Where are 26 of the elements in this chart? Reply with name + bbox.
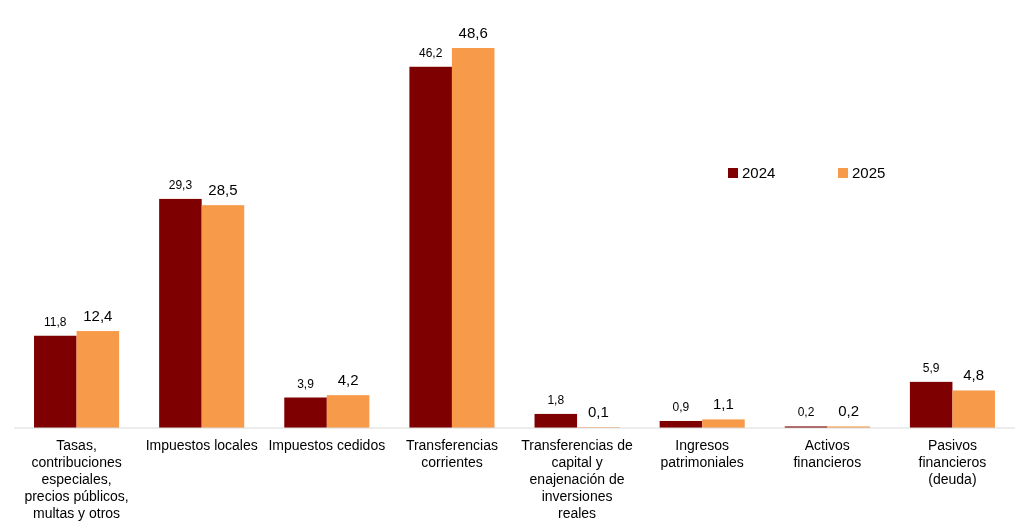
- x-tick-label: Ingresos patrimoniales: [660, 437, 744, 470]
- x-tick-label: Pasivos financieros (deuda): [918, 437, 987, 487]
- data-label: 1,8: [547, 392, 565, 407]
- data-label: 12,4: [83, 307, 113, 325]
- x-tick-label: Activos financieros: [793, 437, 862, 470]
- x-tick-label: Transferencias de capital y enajenación de inversiones reales: [521, 437, 634, 521]
- x-tick-label: Tasas, contribuciones especiales, precios públicos, multas y otros: [24, 437, 129, 521]
- data-label: 3,9: [297, 376, 315, 391]
- data-label: 46,2: [418, 45, 443, 60]
- data-label: 1,1: [713, 395, 734, 413]
- legend-label: 2024: [742, 164, 776, 181]
- data-label: 0,2: [797, 405, 815, 420]
- legend-label: 2025: [852, 164, 886, 181]
- data-label: 0,1: [587, 403, 609, 421]
- x-tick-label: Transferencias corrientes: [405, 437, 498, 470]
- data-label: 0,2: [838, 402, 860, 420]
- data-label: 4,8: [963, 366, 985, 384]
- data-label: 28,5: [208, 181, 238, 199]
- x-tick-label: Impuestos locales: [145, 437, 258, 453]
- data-label: 0,9: [672, 399, 690, 414]
- data-label: 4,2: [337, 371, 359, 389]
- data-label: 48,6: [458, 24, 488, 41]
- x-tick-label: Impuestos cedidos: [268, 437, 386, 453]
- data-label: 5,9: [922, 360, 940, 375]
- data-label: 11,8: [44, 314, 67, 329]
- data-label: 29,3: [168, 177, 193, 192]
